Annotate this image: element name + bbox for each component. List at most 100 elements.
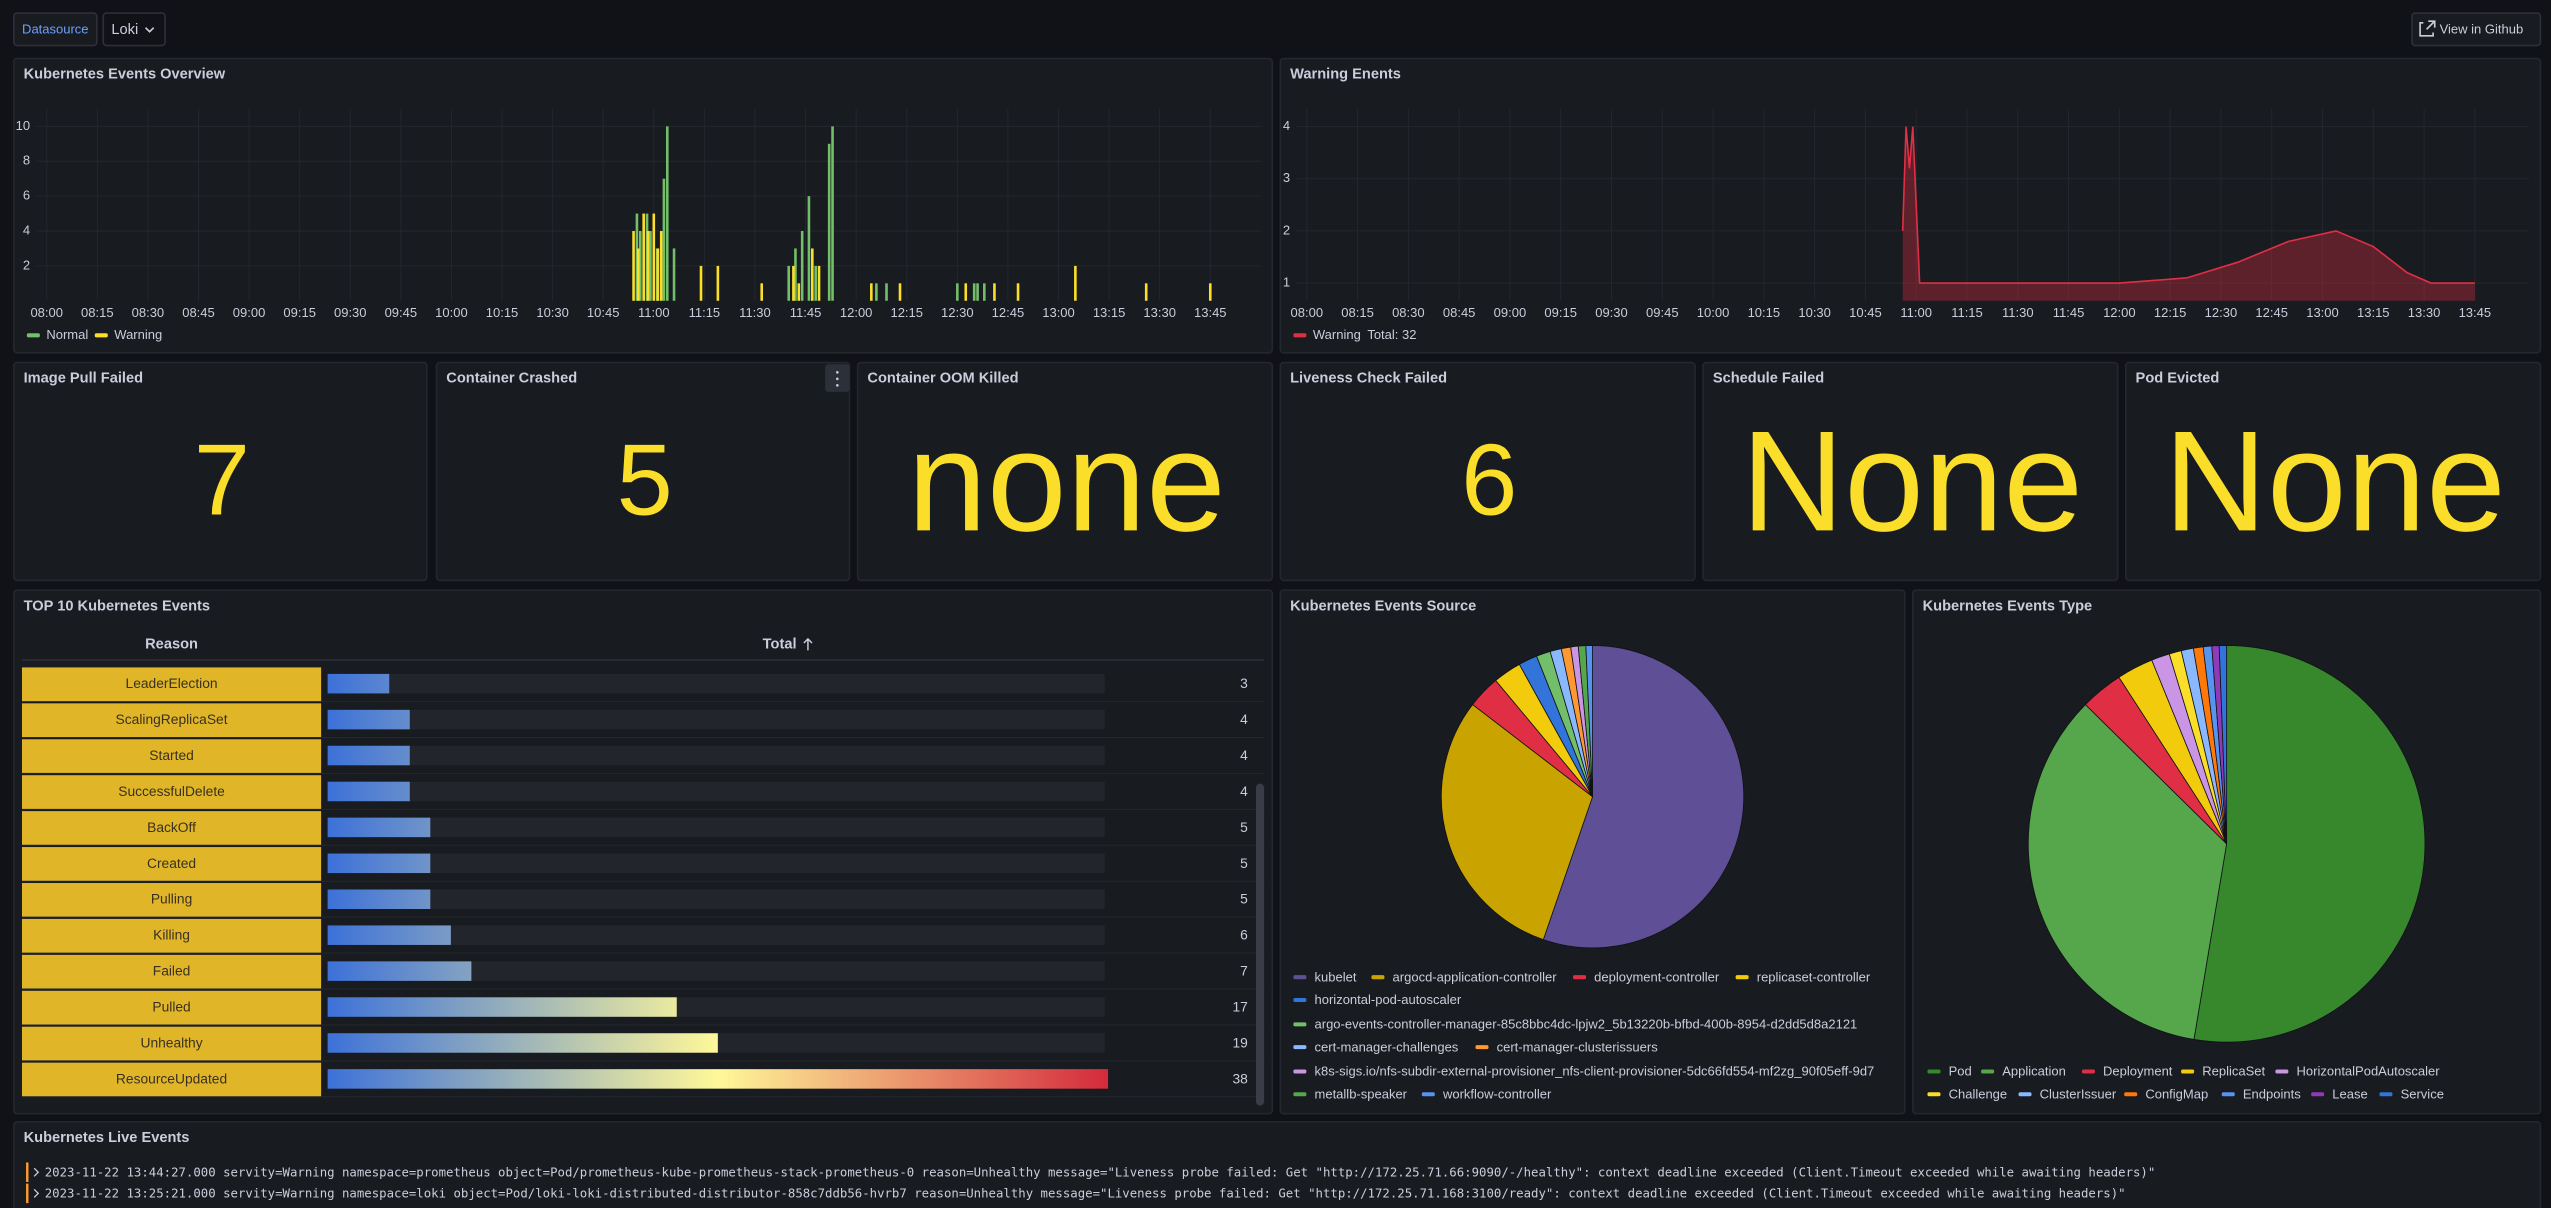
x-tick-label: 11:00 [1900,305,1932,320]
y-tick-label: 2 [1283,222,1290,237]
log-level-bar [26,1162,29,1182]
gauge-track [327,673,1105,694]
bar [665,126,669,301]
legend-swatch [94,333,108,338]
reason-cell [21,954,322,989]
bar [885,283,888,301]
reason-label: Failed [153,963,191,979]
area-fill [1902,126,2475,301]
x-tick-label: 11:15 [689,305,721,320]
panel-title: TOP 10 Kubernetes Events [24,598,210,614]
panel [1702,361,2119,582]
bar [983,283,986,301]
gauge-bar [327,817,431,838]
bar [797,283,801,301]
legend-label: replicaset-controller [1757,969,1871,984]
line [1901,126,2475,284]
x-tick-label: 08:45 [1443,305,1476,320]
legend-label: k8s-sigs.io/nfs-subdir-external-provisio… [1315,1064,1875,1079]
panel [13,1121,2542,1208]
bar [716,265,720,301]
x-tick-label: 12:45 [992,305,1025,320]
x-tick-label: 12:00 [2103,305,2136,320]
x-tick-label: 13:00 [1042,305,1075,320]
total-value: 5 [1240,855,1248,871]
legend-label: kubelet [1315,969,1357,984]
pie-slice [2218,645,2228,844]
panel-title: Kubernetes Live Events [24,1130,190,1146]
legend-swatch [1293,1092,1307,1097]
legend-label: metallb-speaker [1315,1086,1408,1101]
bar [635,213,639,301]
reason-label: LeaderElection [126,675,218,691]
gauge-track [327,853,1105,874]
external-link-icon [2419,20,2436,37]
x-tick-label: 09:30 [1595,305,1628,320]
panel [435,361,851,582]
bar [993,283,996,301]
legend-label: Application [2002,1064,2066,1079]
bar [1016,283,1020,301]
sort-icon [803,637,813,651]
gauge-bar [327,745,410,766]
total-value: 6 [1240,927,1248,943]
x-tick-label: 13:15 [1093,305,1126,320]
legend-swatch [2081,1069,2095,1074]
y-tick-label: 1 [1283,274,1290,289]
total-value: 7 [1240,963,1248,979]
x-tick-label: 12:15 [2154,305,2187,320]
legend-swatch [1421,1092,1435,1097]
legend-swatch [1573,975,1587,980]
panel [856,361,1274,582]
panel-title: Kubernetes Events Overview [24,67,226,83]
x-tick-label: 13:00 [2306,305,2339,320]
y-tick-label: 4 [1283,118,1290,133]
panel-title: Container OOM Killed [867,371,1018,387]
legend-swatch [2311,1092,2325,1097]
expand-icon [33,1167,40,1177]
x-tick-label: 10:15 [486,305,519,320]
x-tick-label: 09:15 [283,305,316,320]
bar [956,283,959,301]
gauge-track [327,709,1105,730]
x-tick-label: 08:45 [182,305,215,320]
reason-label: Killing [153,927,190,943]
github-button[interactable] [2411,12,2542,47]
legend-label: cert-manager-clusterissuers [1497,1039,1659,1054]
panel [13,361,428,582]
legend-label: Normal [46,327,88,342]
bar [976,283,979,301]
legend-swatch [2181,1069,2195,1074]
legend-label: Challenge [1949,1086,2008,1101]
panel-title: Kubernetes Events Type [1923,598,2093,614]
datasource-select[interactable] [102,12,166,47]
gauge-track [327,889,1105,910]
total-value: 19 [1233,1034,1249,1050]
bar [659,231,663,301]
github-label: View in Github [2440,22,2524,37]
x-tick-label: 09:30 [334,305,367,320]
gauge-bar [327,1033,718,1053]
reason-cell [21,775,322,810]
panel [1279,361,1696,582]
bar [656,248,660,301]
total-value: 3 [1240,675,1248,691]
x-tick-label: 11:45 [2053,305,2085,320]
bar [1208,283,1212,301]
scrollbar [1255,783,1265,1106]
x-tick-label: 10:15 [1748,305,1781,320]
x-tick-label: 12:30 [2205,305,2238,320]
stat-value: None [1741,401,2083,561]
reason-label: Pulling [151,891,192,907]
pie-slice [1585,645,1593,797]
bar [807,196,811,301]
stat-value: 7 [194,424,250,536]
panel-title: Container Crashed [446,371,577,387]
bar [794,248,797,301]
x-tick-label: 13:45 [1194,305,1227,320]
panel [2125,361,2542,582]
panel-title: Liveness Check Failed [1290,371,1447,387]
y-tick-label: 8 [23,153,30,168]
gauge-bar [327,925,451,945]
x-tick-label: 12:00 [840,305,873,320]
